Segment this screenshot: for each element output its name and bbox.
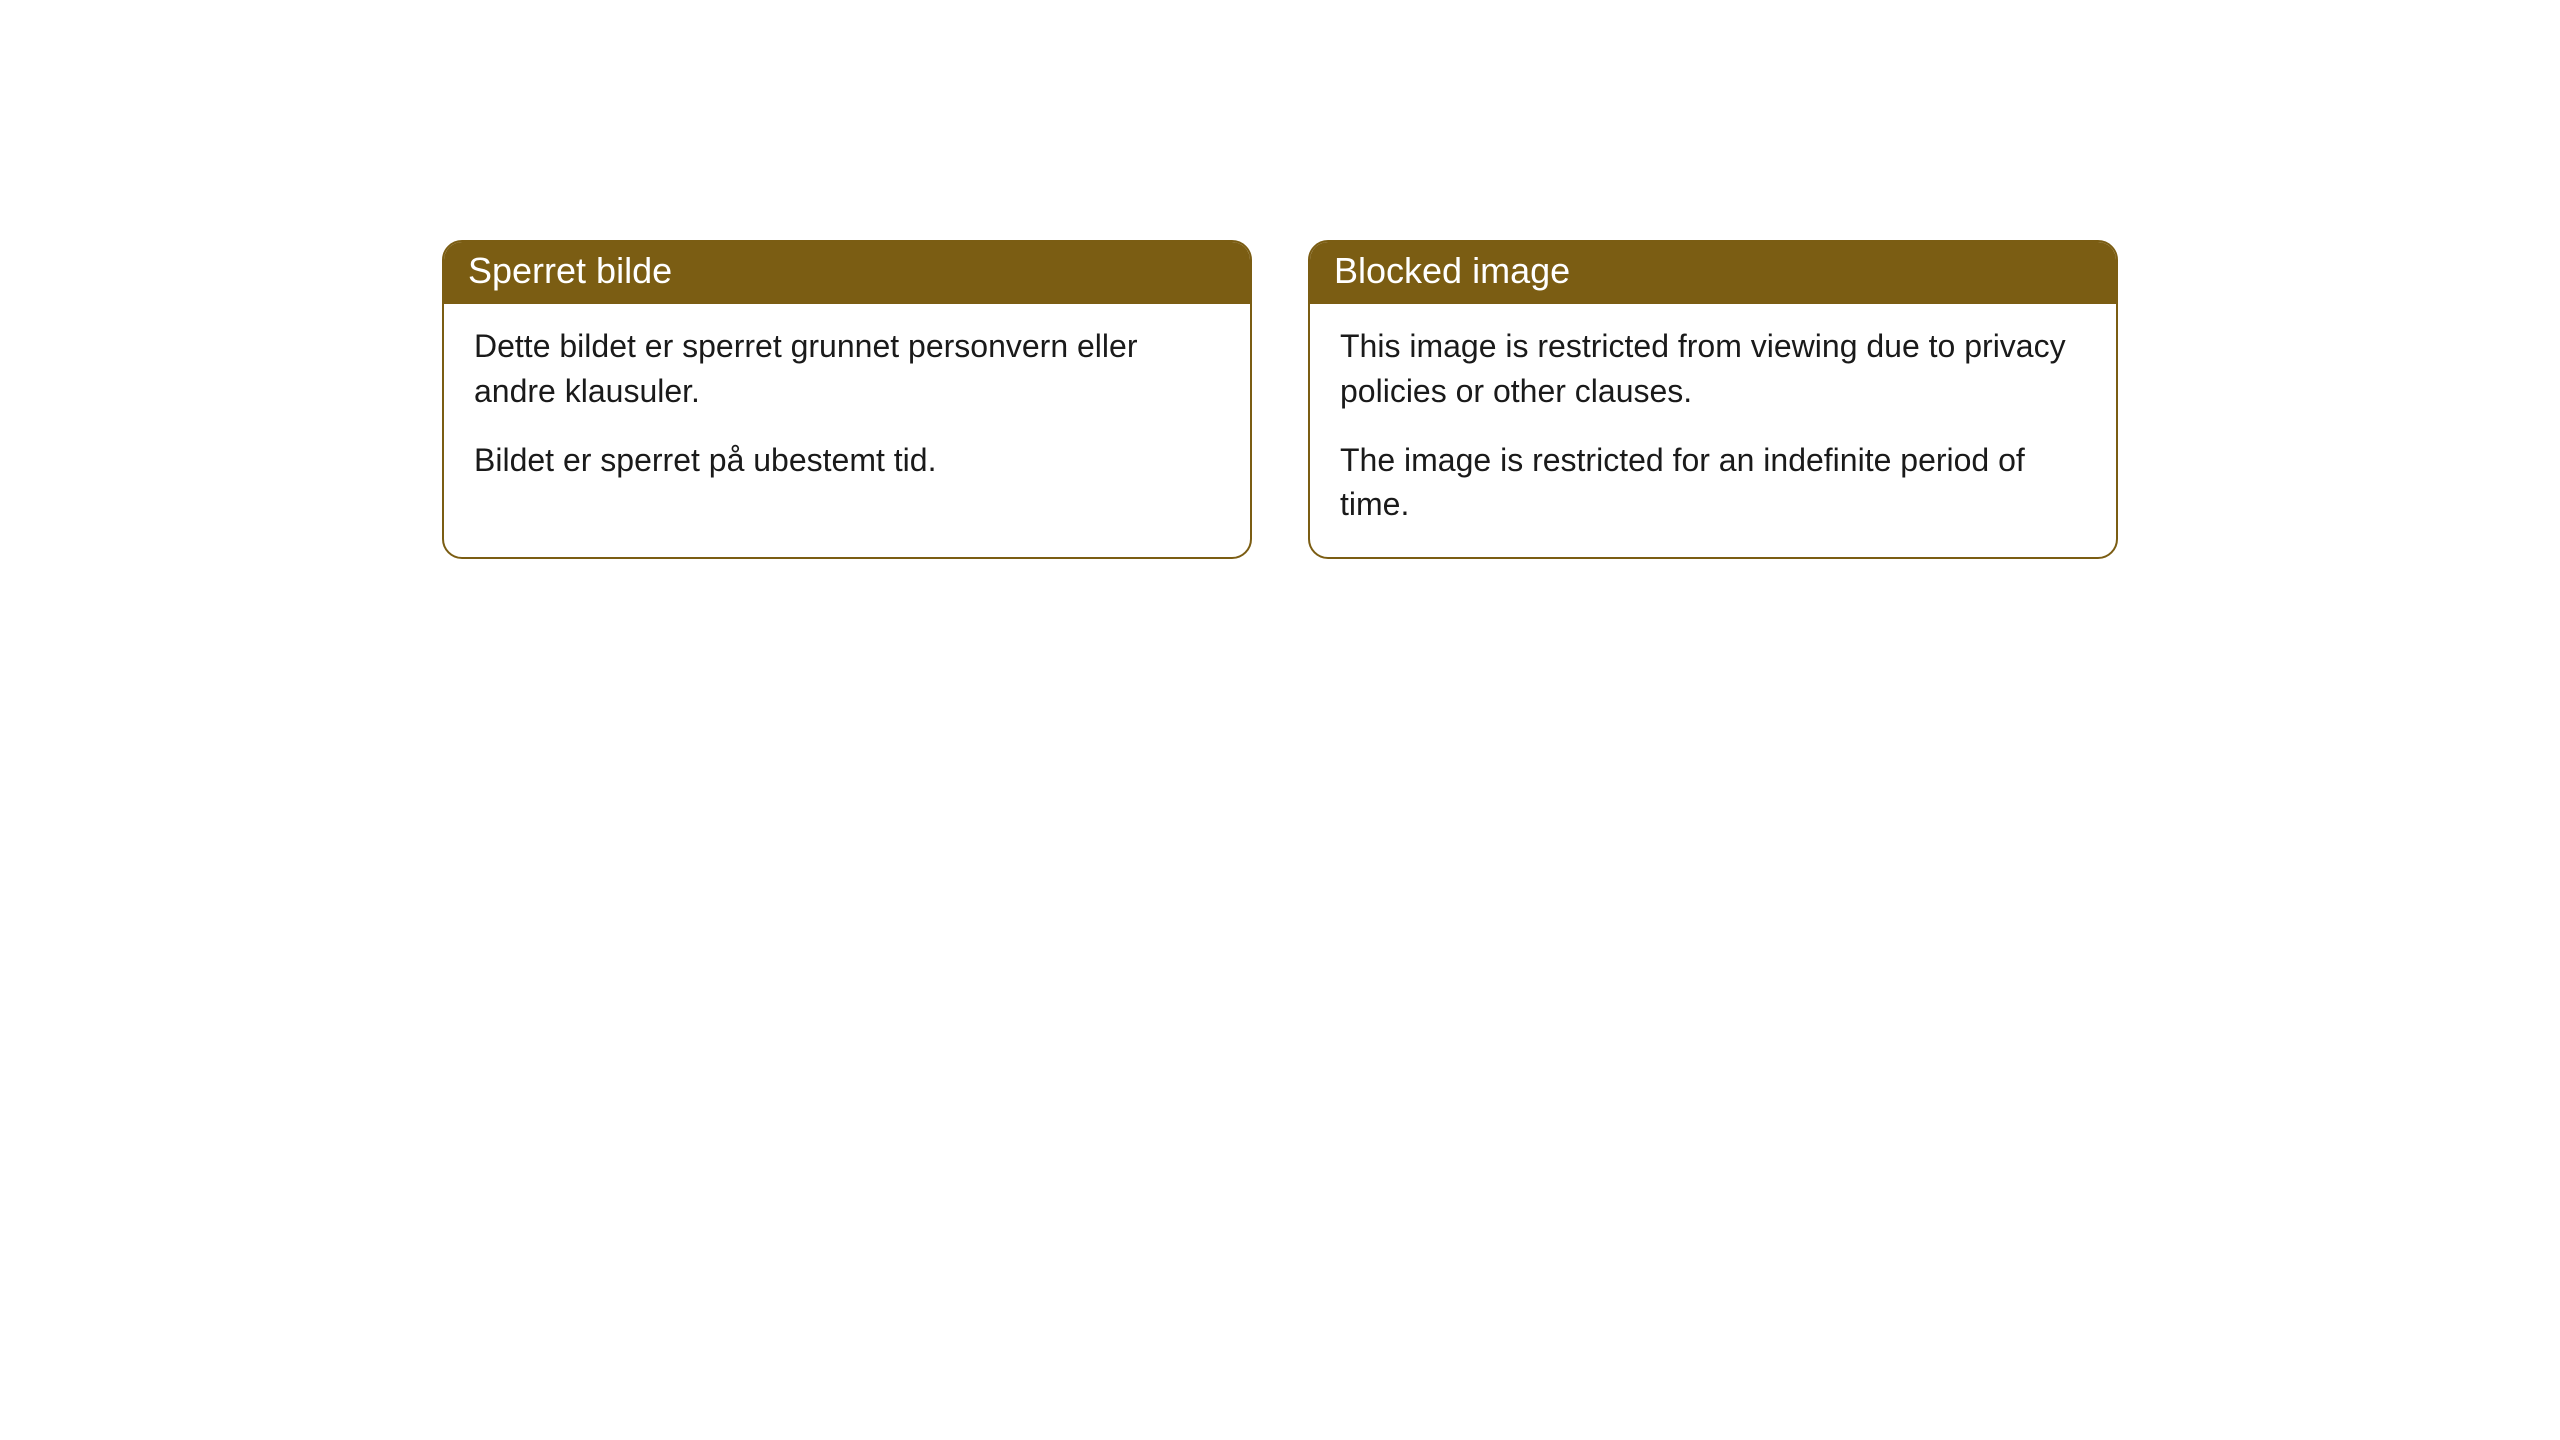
card-body: This image is restricted from viewing du… (1310, 304, 2116, 557)
card-paragraph: This image is restricted from viewing du… (1340, 324, 2086, 414)
card-title: Blocked image (1334, 250, 1570, 291)
card-paragraph: Dette bildet er sperret grunnet personve… (474, 324, 1220, 414)
card-header: Blocked image (1310, 242, 2116, 304)
card-paragraph: The image is restricted for an indefinit… (1340, 438, 2086, 528)
blocked-image-card-no: Sperret bilde Dette bildet er sperret gr… (442, 240, 1252, 559)
card-title: Sperret bilde (468, 250, 672, 291)
card-header: Sperret bilde (444, 242, 1250, 304)
blocked-image-card-en: Blocked image This image is restricted f… (1308, 240, 2118, 559)
card-paragraph: Bildet er sperret på ubestemt tid. (474, 438, 1220, 483)
card-body: Dette bildet er sperret grunnet personve… (444, 304, 1250, 512)
